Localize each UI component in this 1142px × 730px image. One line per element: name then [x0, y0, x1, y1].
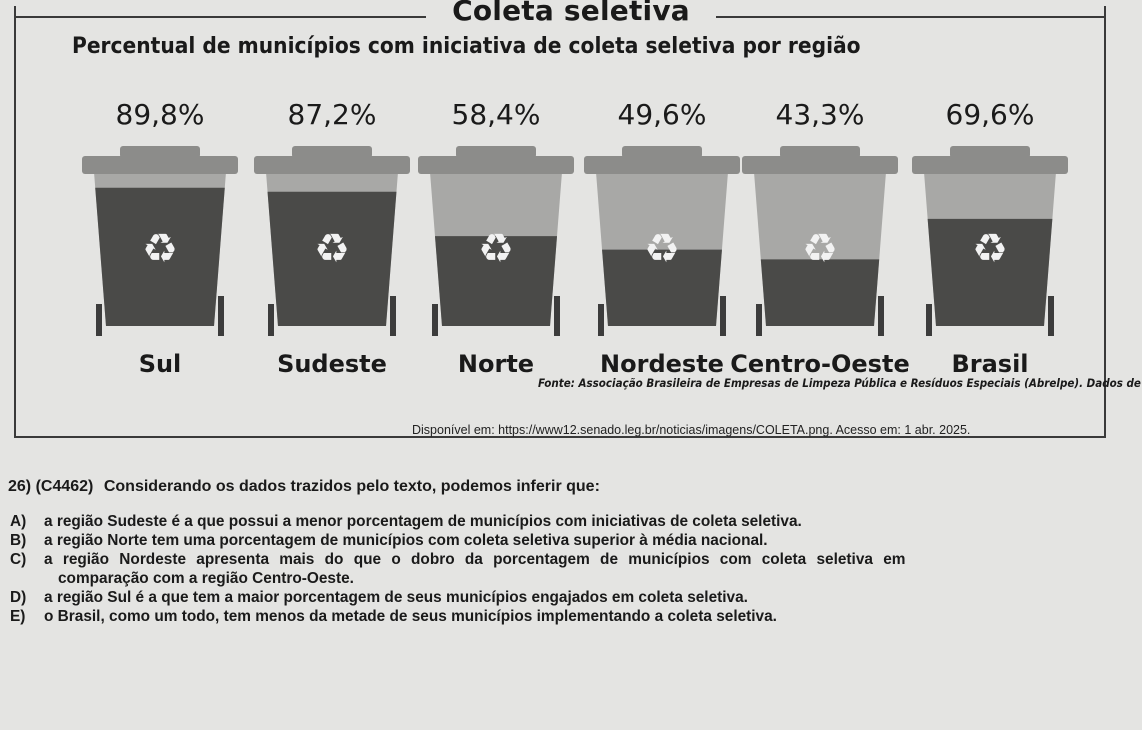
- infographic-title: Coleta seletiva: [452, 0, 690, 27]
- option-d-letter: D): [10, 589, 27, 606]
- bin-wheel-left-sudeste: [268, 304, 274, 336]
- value-label-nordeste: 49,6%: [618, 98, 707, 131]
- category-label-sudeste: Sudeste: [277, 350, 387, 378]
- option-c-letter: C): [10, 551, 27, 568]
- bin-fill-brasil: [927, 218, 1053, 326]
- option-d[interactable]: D) a região Sul é a que tem a maior porc…: [10, 588, 1134, 607]
- bin-handle-norte: [456, 146, 536, 158]
- option-b-letter: B): [10, 532, 27, 549]
- option-e-text: o Brasil, como um todo, tem menos da met…: [44, 608, 777, 625]
- title-rule-right: [716, 16, 1106, 18]
- recycle-icon-nordeste: ♻: [644, 226, 680, 272]
- category-label-brasil: Brasil: [951, 350, 1028, 378]
- bin-fill-sul: [95, 187, 225, 326]
- category-label-centro-oeste: Centro-Oeste: [730, 350, 909, 378]
- recycle-icon-centro-oeste: ♻: [802, 226, 838, 272]
- bin-fill-centro-oeste: [760, 259, 880, 326]
- bin-lid-sudeste: [254, 156, 410, 174]
- option-b-text: a região Norte tem uma porcentagem de mu…: [44, 532, 768, 549]
- category-label-norte: Norte: [458, 350, 534, 378]
- question-text: Considerando os dados trazidos pelo text…: [103, 478, 600, 495]
- category-label-sul: Sul: [139, 350, 182, 378]
- value-label-brasil: 69,6%: [946, 98, 1035, 131]
- category-label-nordeste: Nordeste: [600, 350, 724, 378]
- availability-credit: Disponível em: https://www12.senado.leg.…: [412, 423, 971, 437]
- bin-handle-centro-oeste: [780, 146, 860, 158]
- bin-lid-centro-oeste: [742, 156, 898, 174]
- bin-wheel-right-sul: [218, 296, 224, 336]
- bin-wheel-left-centro-oeste: [756, 304, 762, 336]
- option-d-text: a região Sul é a que tem a maior porcent…: [44, 589, 748, 606]
- title-rule-left: [14, 16, 426, 18]
- bin-handle-nordeste: [622, 146, 702, 158]
- option-c-text: a região Nordeste apresenta mais do que …: [44, 551, 906, 568]
- bin-handle-sudeste: [292, 146, 372, 158]
- bin-handle-sul: [120, 146, 200, 158]
- value-label-centro-oeste: 43,3%: [776, 98, 865, 131]
- bin-lid-sul: [82, 156, 238, 174]
- bin-lid-brasil: [912, 156, 1068, 174]
- bin-wheel-right-brasil: [1048, 296, 1054, 336]
- recycle-icon-norte: ♻: [478, 226, 514, 272]
- bin-wheel-left-norte: [432, 304, 438, 336]
- infographic-frame: [14, 6, 1106, 438]
- bin-wheel-right-norte: [554, 296, 560, 336]
- recycling-bins-chart: ♻ 89,8% Sul ♻ 87,2% Sudeste ♻ 58,4% Norte ♻ 49,6% N…: [82, 98, 1068, 378]
- option-c[interactable]: C) a região Nordeste apresenta mais do q…: [10, 550, 1134, 588]
- recycle-icon-sudeste: ♻: [314, 226, 350, 272]
- option-c-text-continued: comparação com a região Centro-Oeste.: [58, 570, 354, 587]
- value-label-norte: 58,4%: [452, 98, 541, 131]
- option-a-text: a região Sudeste é a que possui a menor …: [44, 513, 802, 530]
- bin-wheel-left-nordeste: [598, 304, 604, 336]
- option-e-letter: E): [10, 608, 26, 625]
- option-a[interactable]: A) a região Sudeste é a que possui a men…: [10, 512, 1134, 531]
- recycle-icon-sul: ♻: [142, 226, 178, 272]
- bin-fill-norte: [434, 236, 558, 326]
- bin-wheel-right-centro-oeste: [878, 296, 884, 336]
- bin-lid-nordeste: [584, 156, 740, 174]
- bin-lid-norte: [418, 156, 574, 174]
- bin-fill-nordeste: [602, 249, 722, 326]
- bin-wheel-left-sul: [96, 304, 102, 336]
- bin-wheel-right-nordeste: [720, 296, 726, 336]
- chart-subtitle: Percentual de municípios com iniciativa …: [72, 34, 861, 59]
- value-label-sudeste: 87,2%: [288, 98, 377, 131]
- question-code: (C4462): [35, 478, 94, 495]
- option-a-letter: A): [10, 513, 27, 530]
- bin-fill-sudeste: [267, 191, 397, 326]
- source-note: Fonte: Associação Brasileira de Empresas…: [538, 376, 1142, 390]
- recycle-icon-brasil: ♻: [972, 226, 1008, 272]
- value-label-sul: 89,8%: [116, 98, 205, 131]
- option-e[interactable]: E) o Brasil, como um todo, tem menos da …: [10, 607, 1134, 626]
- question-number: 26): [8, 478, 32, 495]
- option-b[interactable]: B) a região Norte tem uma porcentagem de…: [10, 531, 1134, 550]
- bin-wheel-right-sudeste: [390, 296, 396, 336]
- bin-handle-brasil: [950, 146, 1030, 158]
- question-stem: 26) (C4462) Considerando os dados trazid…: [8, 478, 600, 496]
- bin-wheel-left-brasil: [926, 304, 932, 336]
- answer-options: A) a região Sudeste é a que possui a men…: [10, 512, 1134, 626]
